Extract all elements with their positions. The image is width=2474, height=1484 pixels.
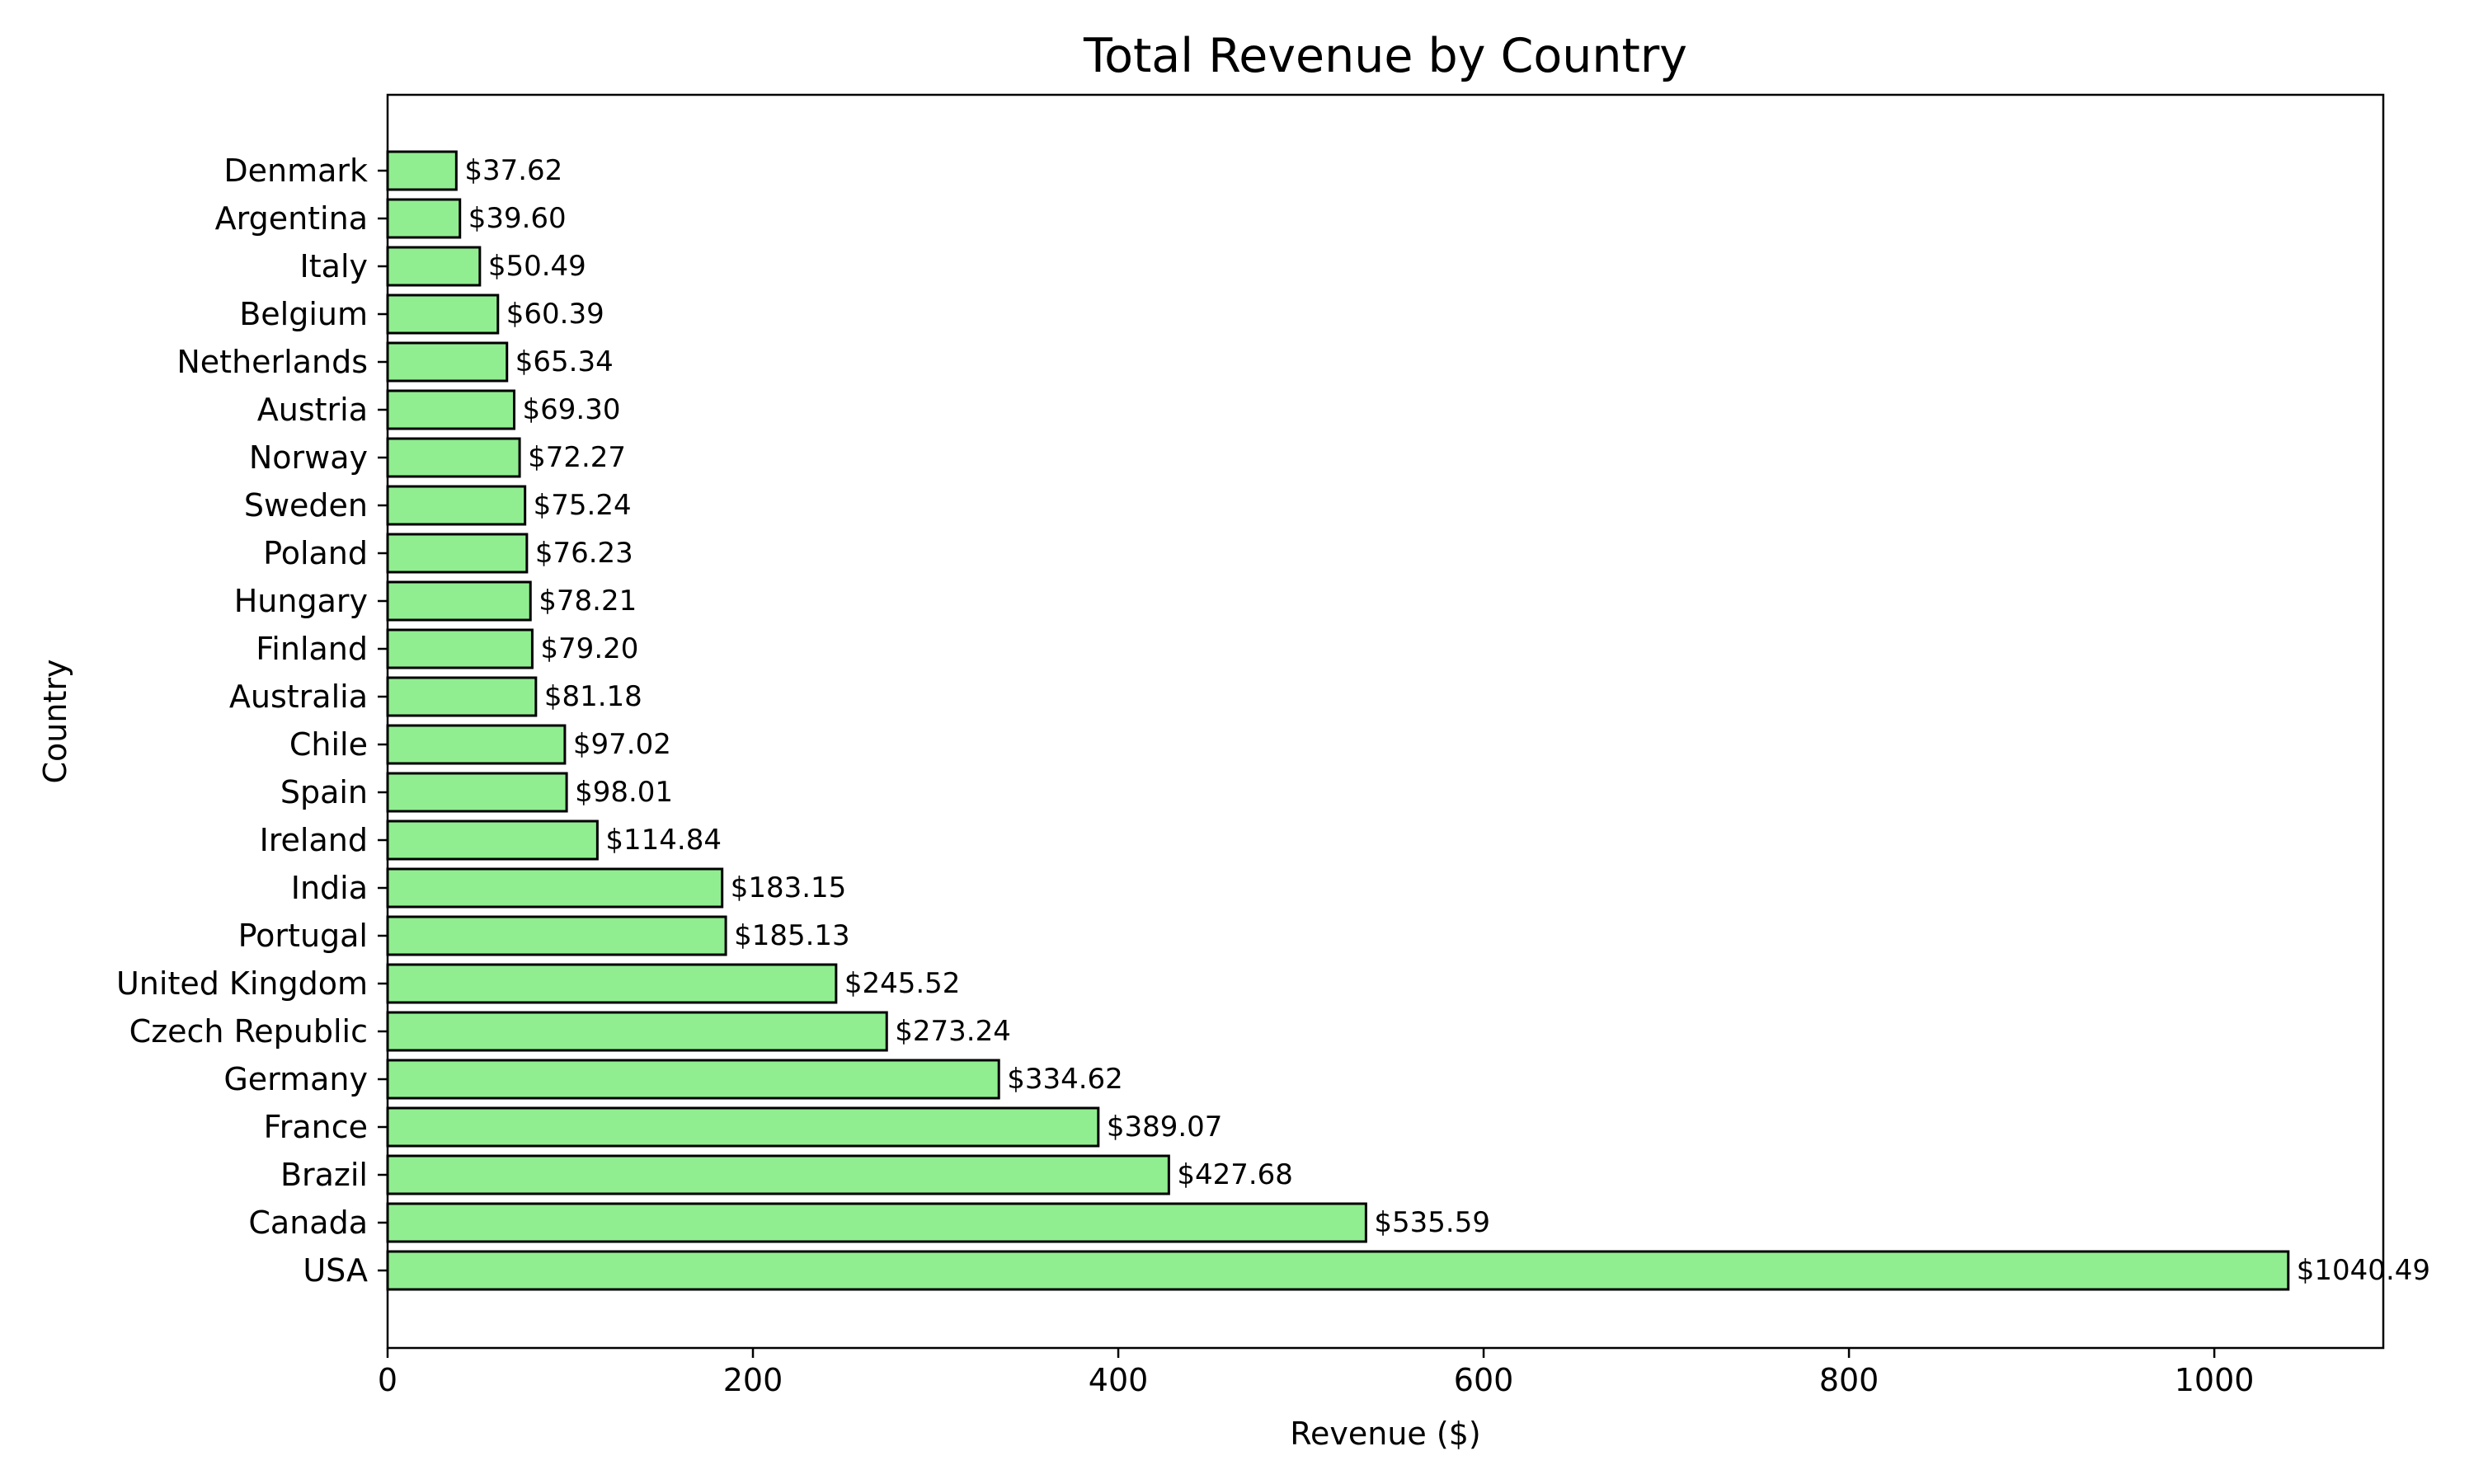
y-tick-label-united-kingdom: United Kingdom <box>116 965 368 1002</box>
y-tick-label-india: India <box>291 870 368 906</box>
bar-brazil <box>386 1154 1170 1195</box>
value-label-hungary: $78.21 <box>539 585 637 618</box>
value-label-ireland: $114.84 <box>605 824 722 857</box>
x-axis-ticks: 0 200 400 600 800 1000 <box>378 1348 2255 1398</box>
bar-chile <box>386 724 567 765</box>
value-label-italy: $50.49 <box>488 250 586 283</box>
y-tick-label-netherlands: Netherlands <box>176 344 368 380</box>
value-label-belgium: $60.39 <box>506 298 604 331</box>
value-label-united-kingdom: $245.52 <box>844 967 961 1000</box>
bar-portugal <box>386 915 727 956</box>
x-axis-label: Revenue ($) <box>1290 1416 1480 1452</box>
plot-area-frame <box>386 93 2385 1350</box>
y-tick-label-chile: Chile <box>289 726 368 763</box>
bar-italy <box>386 246 482 287</box>
y-tick-label-brazil: Brazil <box>280 1157 368 1193</box>
y-tick-label-italy: Italy <box>300 248 368 284</box>
value-label-canada: $535.59 <box>1374 1206 1490 1239</box>
bar-canada <box>386 1202 1367 1243</box>
bar-netherlands <box>386 341 509 383</box>
bar-austria <box>386 389 516 430</box>
y-tick-label-sweden: Sweden <box>244 487 368 524</box>
bar-belgium <box>386 294 500 335</box>
bar-france <box>386 1106 1100 1148</box>
bar-norway <box>386 437 521 478</box>
y-tick-label-usa: USA <box>303 1252 368 1289</box>
value-label-germany: $334.62 <box>1007 1063 1123 1096</box>
y-tick-label-austria: Austria <box>257 392 368 428</box>
bars-group <box>386 150 2290 1291</box>
value-label-finland: $79.20 <box>540 632 638 665</box>
value-label-france: $389.07 <box>1107 1111 1223 1144</box>
value-label-sweden: $75.24 <box>534 489 632 522</box>
value-label-poland: $76.23 <box>535 537 633 570</box>
value-label-australia: $81.18 <box>544 680 642 713</box>
value-label-netherlands: $65.34 <box>515 345 614 378</box>
bar-spain <box>386 772 568 813</box>
value-label-brazil: $427.68 <box>1177 1158 1293 1191</box>
x-tick-label-600: 600 <box>1454 1362 1514 1398</box>
y-tick-label-canada: Canada <box>248 1205 368 1241</box>
y-tick-label-portugal: Portugal <box>238 918 368 954</box>
bar-argentina <box>386 198 462 239</box>
value-label-spain: $98.01 <box>575 776 673 809</box>
y-tick-label-ireland: Ireland <box>260 822 368 858</box>
y-axis-ticks: USA Canada Brazil France Germany Czech Republ… <box>116 153 388 1289</box>
y-axis-label: Country <box>37 660 73 784</box>
y-tick-label-finland: Finland <box>256 631 368 667</box>
y-tick-label-spain: Spain <box>280 774 368 810</box>
y-tick-label-norway: Norway <box>249 439 368 476</box>
y-tick-label-germany: Germany <box>223 1061 368 1097</box>
value-label-norway: $72.27 <box>528 441 626 474</box>
value-label-denmark: $37.62 <box>464 154 562 187</box>
chart-title: Total Revenue by Country <box>1083 29 1687 83</box>
bar-denmark <box>386 150 458 191</box>
bar-poland <box>386 533 529 574</box>
bar-india <box>386 867 724 909</box>
y-tick-label-argentina: Argentina <box>215 200 368 237</box>
y-tick-label-hungary: Hungary <box>234 583 368 619</box>
value-label-portugal: $185.13 <box>734 919 850 952</box>
bar-germany <box>386 1059 1000 1100</box>
bar-sweden <box>386 485 527 526</box>
bar-ireland <box>386 819 599 861</box>
value-label-argentina: $39.60 <box>468 202 567 235</box>
bar-finland <box>386 628 534 669</box>
y-tick-label-czech-republic: Czech Republic <box>129 1013 368 1050</box>
value-label-czech-republic: $273.24 <box>895 1015 1011 1048</box>
bar-australia <box>386 676 538 717</box>
x-tick-label-800: 800 <box>1819 1362 1879 1398</box>
bar-united-kingdom <box>386 963 838 1004</box>
y-tick-label-poland: Poland <box>263 535 368 571</box>
bar-czech-republic <box>386 1011 888 1052</box>
value-label-india: $183.15 <box>731 871 847 904</box>
value-label-austria: $69.30 <box>523 393 621 426</box>
x-tick-label-200: 200 <box>723 1362 783 1398</box>
y-tick-label-denmark: Denmark <box>223 153 368 189</box>
value-label-chile: $97.02 <box>573 728 671 761</box>
y-tick-label-belgium: Belgium <box>239 296 368 332</box>
x-tick-label-400: 400 <box>1089 1362 1149 1398</box>
bar-usa <box>386 1250 2290 1291</box>
x-tick-label-1000: 1000 <box>2175 1362 2255 1398</box>
y-tick-label-australia: Australia <box>229 679 368 715</box>
y-tick-label-france: France <box>264 1109 368 1145</box>
value-label-usa: $1040.49 <box>2297 1254 2430 1287</box>
bar-hungary <box>386 580 532 622</box>
x-tick-label-0: 0 <box>378 1362 397 1398</box>
value-labels-group: $1040.49 $535.59 $427.68 $389.07 $334.62 $273… <box>464 154 2430 1287</box>
